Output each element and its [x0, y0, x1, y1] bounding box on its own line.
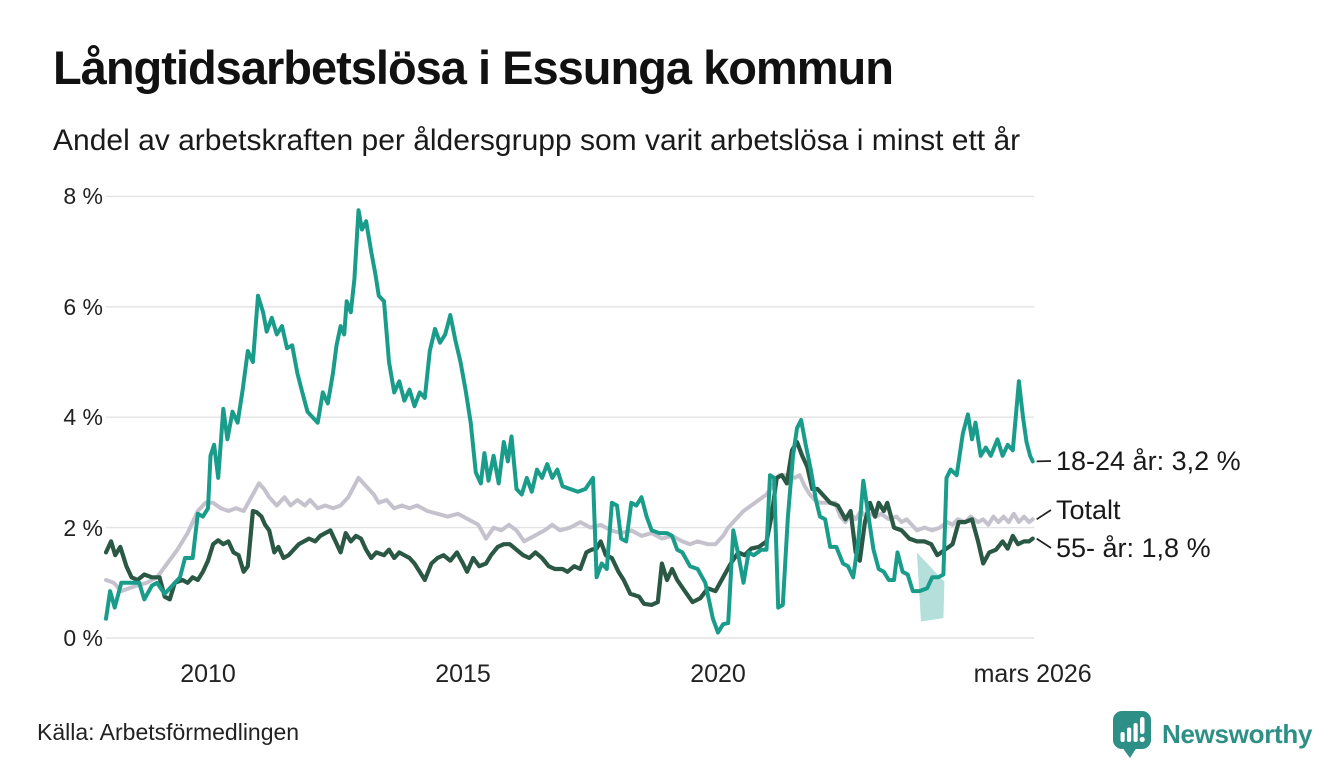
series-label-55plus: 55- år: 1,8 %	[1056, 533, 1211, 563]
highlight-band	[916, 552, 945, 622]
series-line-18-24-r	[104, 208, 1035, 635]
newsworthy-bubble-icon	[1113, 711, 1151, 758]
x-tick-2020: 2020	[690, 660, 746, 688]
series-label-totalt: Totalt	[1056, 495, 1121, 525]
y-tick-8: 8 %	[63, 183, 103, 210]
x-tick-2015: 2015	[435, 660, 491, 688]
series-line-55-r	[103, 439, 1035, 608]
series-label-18-24: 18-24 år: 3,2 %	[1056, 446, 1241, 476]
x-tick-2010: 2010	[180, 660, 236, 688]
label-connector	[1036, 537, 1052, 549]
label-connector	[1036, 509, 1052, 521]
page-title: Långtidsarbetslösa i Essunga kommun	[53, 41, 894, 94]
newsworthy-wordmark: Newsworthy	[1162, 718, 1313, 749]
y-tick-2: 2 %	[63, 514, 103, 541]
newsworthy-logo[interactable]: Newsworthy	[1112, 708, 1312, 760]
x-tick-mars-2026: mars 2026	[973, 660, 1092, 688]
y-tick-0: 0 %	[63, 625, 103, 651]
source-note: Källa: Arbetsförmedlingen	[37, 719, 300, 745]
y-tick-6: 6 %	[63, 293, 103, 320]
chart-subtitle: Andel av arbetskraften per åldersgrupp s…	[53, 124, 1021, 157]
y-tick-4: 4 %	[63, 404, 103, 431]
